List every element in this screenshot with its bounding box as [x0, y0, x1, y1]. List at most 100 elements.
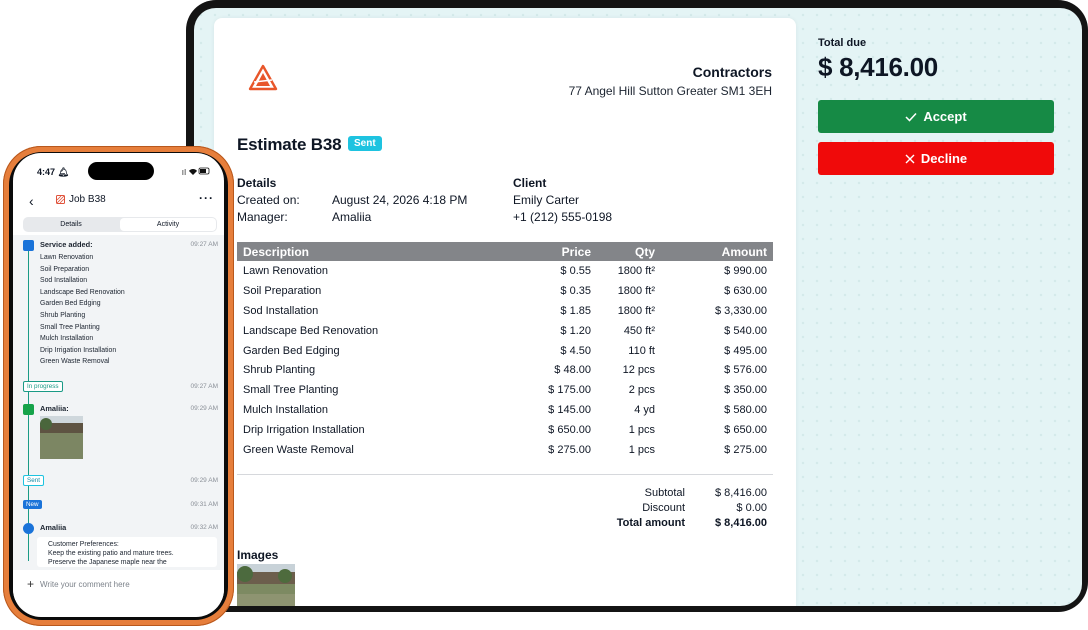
estimate-title: Estimate B38 — [237, 135, 342, 154]
cell-price: $ 0.35 — [560, 284, 591, 297]
tab-activity[interactable]: Activity — [120, 218, 216, 231]
comment-placeholder: Write your comment here — [40, 580, 130, 589]
totals-block: Subtotal $ 8,416.00 Discount $ 0.00 Total … — [567, 486, 767, 531]
cell-price: $ 1.85 — [560, 304, 591, 317]
cell-amount: $ 3,330.00 — [715, 304, 767, 317]
cell-price: $ 145.00 — [548, 404, 591, 417]
total-due-label: Total due — [818, 37, 867, 49]
list-item: Mulch Installation — [40, 335, 94, 343]
job-photo-thumbnail[interactable] — [237, 564, 295, 606]
cell-amount: $ 650.00 — [724, 424, 767, 437]
comment-text: Customer Preferences: Keep the existing … — [48, 541, 174, 567]
comment-input[interactable]: + Write your comment here — [13, 570, 224, 600]
list-item: Small Tree Planting — [40, 323, 100, 331]
service-icon — [23, 240, 34, 251]
col-amount: Amount — [661, 242, 773, 261]
cell-qty: 1 pcs — [628, 443, 655, 456]
cell-amount: $ 540.00 — [724, 324, 767, 337]
totals-divider — [237, 474, 773, 475]
list-item: Landscape Bed Renovation — [40, 288, 125, 296]
created-value: August 24, 2026 4:18 PM — [332, 193, 468, 207]
cell-description: Drip Irrigation Installation — [243, 424, 365, 437]
tablet-screen: Contractors 77 Angel Hill Sutton Greater… — [194, 8, 1082, 606]
services-list: Lawn Renovation Soil Preparation Sod Ins… — [40, 252, 125, 368]
table-row: Drip Irrigation Installation $ 650.00 1 pc… — [237, 420, 773, 440]
comment-line: Customer Preferences: — [48, 541, 119, 548]
subtotal-value: $ 8,416.00 — [715, 487, 767, 499]
table-row: Small Tree Planting $ 175.00 2 pcs $ 350.00 — [237, 380, 773, 400]
back-icon[interactable]: ‹ — [29, 193, 34, 209]
cell-qty: 2 pcs — [628, 384, 655, 397]
sent-chip: Sent — [23, 475, 44, 486]
cell-description: Landscape Bed Renovation — [243, 324, 379, 337]
cell-price: $ 0.55 — [560, 264, 591, 277]
comment-line: Preserve the Japanese maple near the — [48, 558, 167, 566]
service-added-time: 09:27 AM — [190, 241, 218, 248]
accept-button[interactable]: Accept — [818, 100, 1054, 133]
cell-price: $ 275.00 — [548, 443, 591, 456]
in-progress-time: 09:27 AM — [190, 383, 218, 390]
photo-author: Amaliia: — [40, 404, 69, 413]
company-name: Contractors — [692, 64, 772, 80]
cell-amount: $ 576.00 — [724, 364, 767, 377]
check-icon — [905, 112, 917, 122]
cell-qty: 1800 ft² — [617, 264, 655, 277]
subtotal-label: Subtotal — [644, 487, 685, 499]
total-label: Total amount — [616, 517, 685, 529]
manager-value: Amaliia — [332, 210, 372, 224]
table-row: Lawn Renovation $ 0.55 1800 ft² $ 990.00 — [237, 261, 773, 281]
cell-price: $ 1.20 — [560, 324, 591, 337]
cell-qty: 12 pcs — [622, 364, 655, 377]
discount-label: Discount — [642, 502, 685, 514]
list-item: Garden Bed Edging — [40, 300, 101, 308]
cell-description: Sod Installation — [243, 304, 319, 317]
client-heading: Client — [513, 176, 547, 190]
table-row: Sod Installation $ 1.85 1800 ft² $ 3,330.00 — [237, 301, 773, 321]
tab-details[interactable]: Details — [60, 221, 82, 228]
job-title: Job B38 — [69, 194, 106, 205]
plus-icon[interactable]: + — [27, 577, 35, 591]
manager-label: Manager: — [237, 210, 288, 224]
client-name: Emily Carter — [513, 193, 580, 207]
list-item: Drip Irrigation Installation — [40, 346, 117, 354]
cell-description: Lawn Renovation — [243, 264, 329, 277]
activity-photo-thumbnail[interactable] — [40, 416, 83, 459]
estimate-document: Contractors 77 Angel Hill Sutton Greater… — [214, 18, 796, 606]
client-phone: +1 (212) 555-0198 — [513, 210, 613, 224]
cell-amount: $ 495.00 — [724, 344, 767, 357]
cell-description: Mulch Installation — [243, 404, 328, 417]
table-row: Landscape Bed Renovation $ 1.20 450 ft² $ 5… — [237, 321, 773, 341]
comment-author: Amaliia — [40, 523, 67, 532]
cell-amount: $ 630.00 — [724, 284, 767, 297]
cell-price: $ 4.50 — [560, 344, 591, 357]
table-row: Mulch Installation $ 145.00 4 yd $ 580.00 — [237, 400, 773, 420]
cell-qty: 110 ft — [628, 344, 655, 357]
decline-label: Decline — [920, 151, 968, 166]
col-price: Price — [487, 242, 597, 261]
company-logo-icon — [248, 64, 278, 91]
cell-qty: 1 pcs — [628, 424, 655, 437]
wifi-battery-icon — [182, 167, 210, 175]
list-item: Green Waste Removal — [40, 358, 110, 366]
new-chip: New — [23, 500, 42, 509]
cell-description: Small Tree Planting — [243, 384, 339, 397]
table-row: Garden Bed Edging $ 4.50 110 ft $ 495.00 — [237, 341, 773, 361]
col-qty: Qty — [597, 242, 661, 261]
list-item: Shrub Planting — [40, 311, 86, 319]
client-section: Client Emily Carter +1 (212) 555-0198 — [513, 176, 713, 224]
cell-description: Shrub Planting — [243, 364, 316, 377]
status-badge: Sent — [348, 136, 382, 151]
status-time: 4:47 🔔︎ — [37, 167, 69, 178]
decline-button[interactable]: Decline — [818, 142, 1054, 175]
table-row: Green Waste Removal $ 275.00 1 pcs $ 275.00 — [237, 440, 773, 460]
cell-qty: 1800 ft² — [617, 304, 655, 317]
cell-description: Garden Bed Edging — [243, 344, 340, 357]
photo-time: 09:29 AM — [190, 405, 218, 412]
comment-icon — [23, 523, 34, 534]
cell-amount: $ 275.00 — [724, 443, 767, 456]
line-items-table: Description Price Qty Amount Lawn Renova… — [237, 242, 773, 460]
phone-tabs: Details Activity — [23, 217, 217, 232]
more-icon[interactable]: ··· — [199, 191, 214, 205]
cell-price: $ 48.00 — [554, 364, 591, 377]
list-item: Lawn Renovation — [40, 254, 94, 261]
